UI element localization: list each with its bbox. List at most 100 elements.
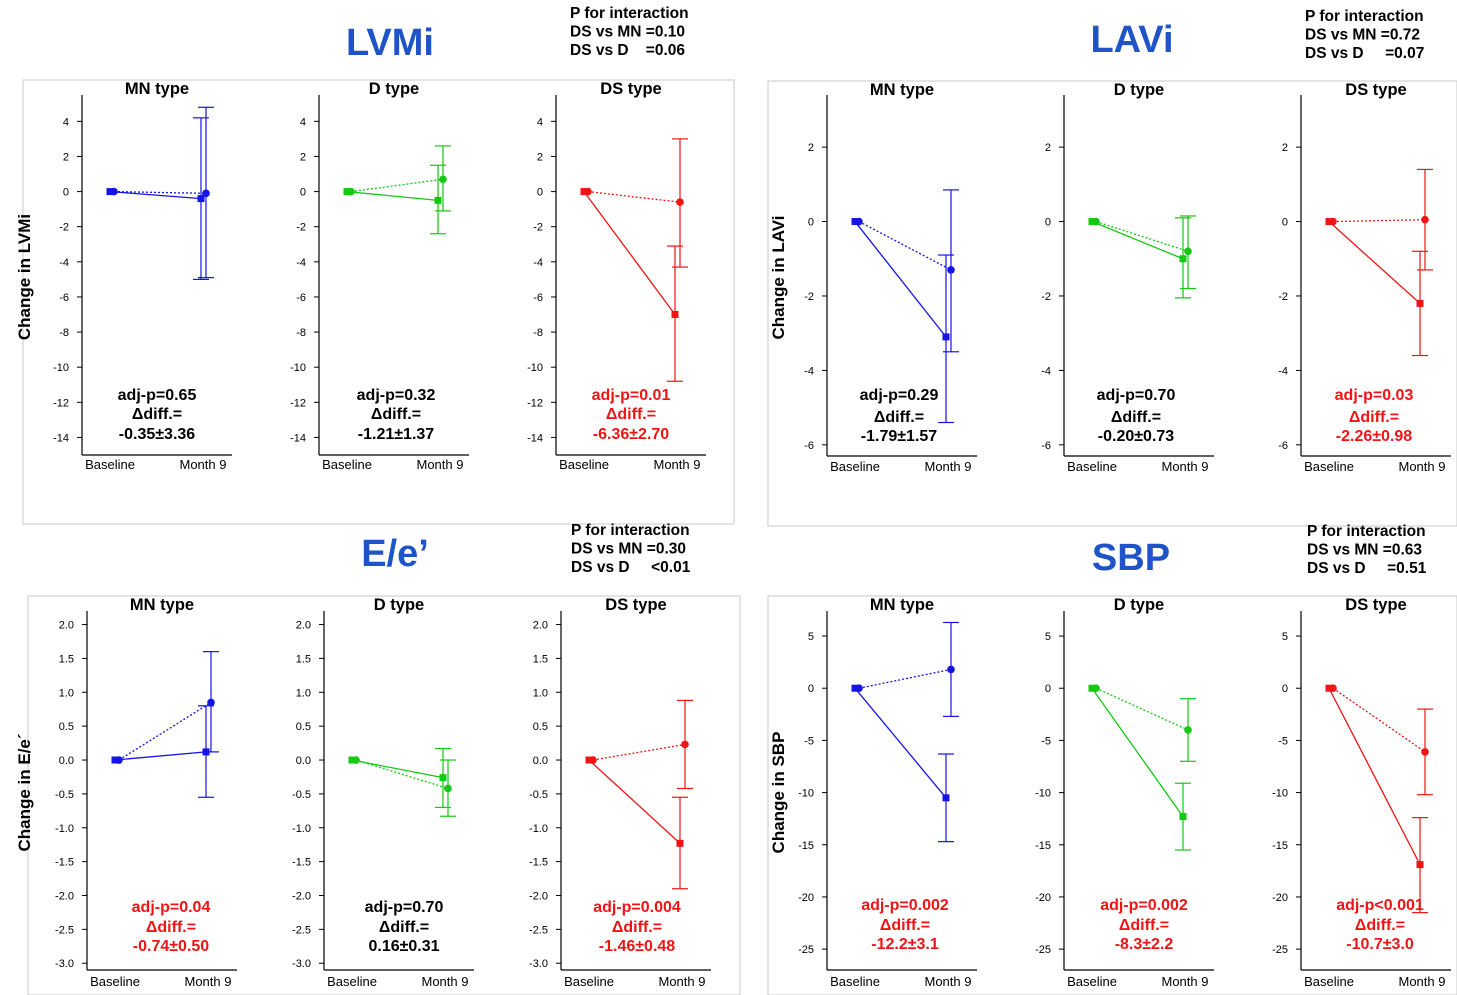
y-tick-label: -15 <box>798 840 814 852</box>
y-tick-label: -2.5 <box>55 924 74 936</box>
marker-circle <box>1421 748 1429 756</box>
y-tick-label: -0.5 <box>55 789 74 801</box>
y-tick-label: -4 <box>533 257 543 269</box>
series-line-solid <box>588 759 681 844</box>
y-tick-label: 0 <box>537 187 543 199</box>
series-line-dotted <box>350 178 444 193</box>
y-tick-label: 0.0 <box>59 755 74 767</box>
interaction-line-2: DS vs D =0.07 <box>1305 45 1424 62</box>
subplot-title: MN type <box>870 81 934 99</box>
y-tick-label: 4 <box>63 116 69 128</box>
series-line-dotted <box>1095 687 1189 731</box>
marker-circle <box>439 175 447 184</box>
stat-adj-p: adj-p=0.03 <box>1335 387 1414 404</box>
y-tick-label: -12 <box>527 397 543 409</box>
x-tick-label: Baseline <box>830 974 880 989</box>
marker-square <box>676 839 684 847</box>
series-line-dotted <box>858 668 952 689</box>
y-tick-label: -2.0 <box>292 890 311 902</box>
series-line-dotted <box>592 743 686 761</box>
y-tick-label: -25 <box>1035 944 1051 956</box>
subplot-title: D type <box>1114 596 1164 614</box>
y-tick-label: -6 <box>804 440 814 452</box>
interaction-line-1: DS vs MN =0.63 <box>1307 542 1422 559</box>
y-tick-label: -4 <box>804 365 814 377</box>
stat-diff-value: -0.74±0.50 <box>133 938 209 955</box>
stat-diff-label: Δdiff.= <box>146 919 196 936</box>
y-axis-label: Change in SBP <box>769 732 788 854</box>
series-line-solid <box>1091 687 1184 817</box>
stat-adj-p: adj-p=0.002 <box>1100 897 1188 914</box>
stat-diff-value: -1.46±0.48 <box>599 938 675 955</box>
marker-square <box>1325 684 1333 692</box>
interaction-heading: P for interaction <box>571 522 690 539</box>
y-tick-label: 0 <box>300 187 306 199</box>
stat-diff-label: Δdiff.= <box>379 919 429 936</box>
series-line-dotted <box>113 190 207 194</box>
x-tick-label: Baseline <box>1304 974 1354 989</box>
y-axis-label: Change in E/e´ <box>15 733 34 851</box>
y-tick-label: -14 <box>290 432 306 444</box>
figure-frame <box>767 80 1457 527</box>
y-tick-label: 2 <box>537 151 543 163</box>
y-tick-label: -4 <box>1041 365 1051 377</box>
marker-square <box>851 218 859 226</box>
interaction-line-1: DS vs MN =0.72 <box>1305 27 1420 44</box>
y-tick-label: 2 <box>300 151 306 163</box>
x-tick-label: Month 9 <box>180 457 227 472</box>
y-tick-label: -6 <box>296 292 306 304</box>
x-tick-label: Baseline <box>327 974 377 989</box>
marker-circle <box>444 784 452 793</box>
figure-title: LAVi <box>1090 19 1173 61</box>
marker-circle <box>1092 217 1100 226</box>
y-tick-label: 2 <box>1282 142 1288 154</box>
marker-circle <box>1329 684 1337 693</box>
x-tick-label: Month 9 <box>417 457 464 472</box>
y-tick-label: 2 <box>808 142 814 154</box>
y-tick-label: -4 <box>1278 365 1288 377</box>
x-tick-label: Month 9 <box>1162 974 1209 989</box>
marker-square <box>106 188 114 196</box>
subplot-mn-type: MN type 4 2 0 -2 -4 -6 -8 -10 -12 -14 Baseline Month… <box>53 80 232 472</box>
stat-diff-value: -0.35±3.36 <box>119 426 195 443</box>
x-tick-label: Baseline <box>85 457 135 472</box>
stat-diff-value: -0.20±0.73 <box>1098 428 1174 445</box>
y-tick-label: 4 <box>300 116 306 128</box>
y-tick-label: -20 <box>1035 892 1051 904</box>
y-tick-label: 2 <box>1045 142 1051 154</box>
x-tick-label: Month 9 <box>1162 459 1209 474</box>
marker-circle <box>855 684 863 693</box>
y-tick-label: -15 <box>1035 840 1051 852</box>
interaction-line-1: DS vs MN =0.30 <box>571 541 686 558</box>
stat-adj-p: adj-p=0.70 <box>365 899 444 916</box>
marker-square <box>197 195 205 203</box>
x-tick-label: Month 9 <box>925 459 972 474</box>
x-tick-label: Month 9 <box>654 457 701 472</box>
y-tick-label: 0 <box>1045 683 1051 695</box>
marker-square <box>1179 255 1187 263</box>
series-line-dotted <box>1332 219 1426 223</box>
y-tick-label: -20 <box>1272 892 1288 904</box>
x-tick-label: Baseline <box>564 974 614 989</box>
stat-diff-label: Δdiff.= <box>880 917 930 934</box>
figure-frame <box>27 595 741 995</box>
stat-diff-label: Δdiff.= <box>612 919 662 936</box>
marker-square <box>348 756 356 764</box>
x-tick-label: Baseline <box>559 457 609 472</box>
series-line-solid <box>114 751 207 761</box>
y-tick-label: -25 <box>798 944 814 956</box>
y-tick-label: 5 <box>1045 631 1051 643</box>
interaction-heading: P for interaction <box>570 5 689 22</box>
x-tick-label: Baseline <box>1067 974 1117 989</box>
marker-square <box>439 774 447 782</box>
y-tick-label: -10 <box>527 362 543 374</box>
series-line-dotted <box>118 701 212 761</box>
y-tick-label: 0 <box>1045 217 1051 229</box>
subplot-ds-type: DS type 5 0 -5 -10 -15 -20 -25 Baseline Month 9 ad… <box>1272 596 1451 989</box>
series-line-solid <box>583 191 676 315</box>
stat-diff-value: -2.26±0.98 <box>1336 428 1412 445</box>
marker-circle <box>947 266 955 274</box>
marker-square <box>1325 218 1333 226</box>
